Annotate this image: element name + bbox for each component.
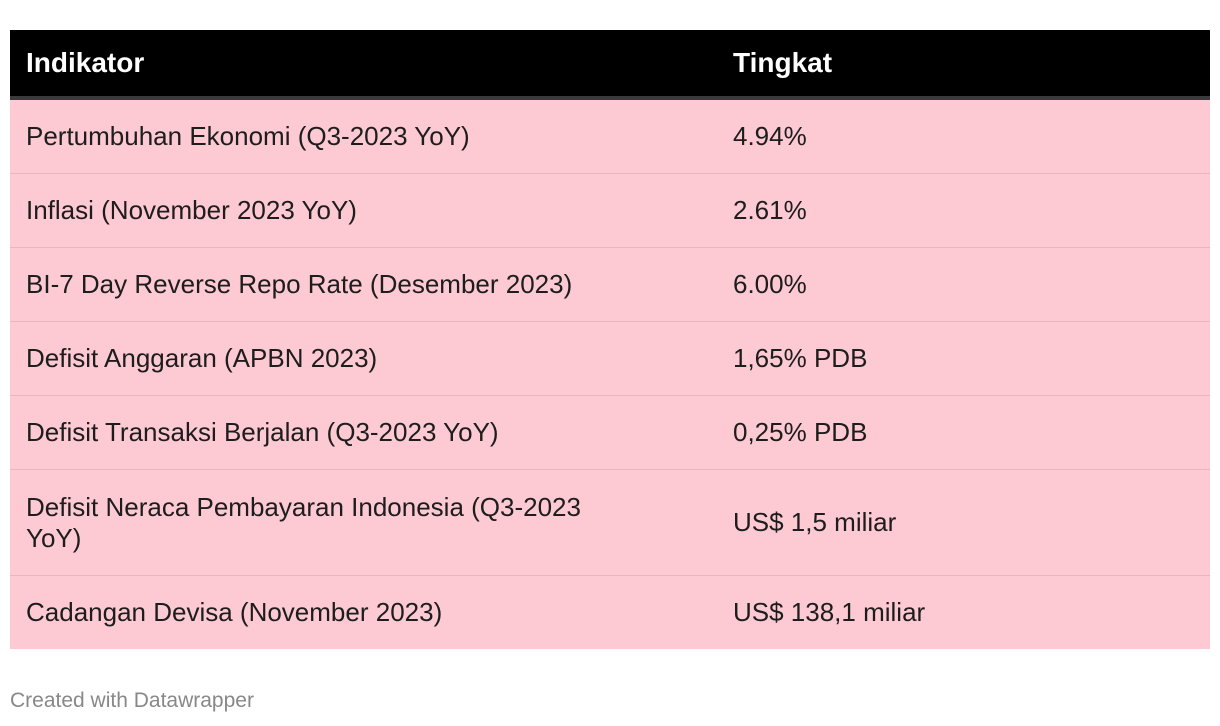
cell-indikator: Cadangan Devisa (November 2023) (26, 597, 443, 627)
datawrapper-credit: Created with Datawrapper (10, 689, 254, 712)
cell-indikator: Defisit Transaksi Berjalan (Q3-2023 YoY) (26, 417, 499, 447)
data-table: Indikator Tingkat Pertumbuhan Ekonomi (Q… (10, 30, 1210, 649)
cell-tingkat: 0,25% PDB (733, 417, 868, 447)
table-row: Cadangan Devisa (November 2023) US$ 138,… (10, 575, 1210, 649)
cell-tingkat: 4.94% (733, 121, 807, 151)
cell-indikator: Inflasi (November 2023 YoY) (26, 195, 357, 225)
cell-indikator: BI-7 Day Reverse Repo Rate (Desember 202… (26, 269, 573, 299)
cell-indikator: Defisit Neraca Pembayaran Indonesia (Q3-… (26, 491, 581, 553)
header-row: Indikator Tingkat (10, 30, 1210, 98)
table-row: Inflasi (November 2023 YoY) 2.61% (10, 173, 1210, 248)
data-table-container: Indikator Tingkat Pertumbuhan Ekonomi (Q… (10, 30, 1210, 649)
table-row: Defisit Anggaran (APBN 2023) 1,65% PDB (10, 321, 1210, 396)
cell-tingkat: 2.61% (733, 195, 807, 225)
cell-tingkat: 1,65% PDB (733, 343, 868, 373)
cell-tingkat: 6.00% (733, 269, 807, 299)
cell-indikator: Defisit Anggaran (APBN 2023) (26, 343, 378, 373)
table-row: Pertumbuhan Ekonomi (Q3-2023 YoY) 4.94% (10, 98, 1210, 174)
cell-tingkat: US$ 1,5 miliar (733, 507, 897, 537)
cell-tingkat: US$ 138,1 miliar (733, 597, 926, 627)
column-header-tingkat: Tingkat (733, 47, 833, 78)
table-header: Indikator Tingkat (10, 30, 1210, 98)
cell-indikator: Pertumbuhan Ekonomi (Q3-2023 YoY) (26, 121, 470, 151)
table-row: Defisit Transaksi Berjalan (Q3-2023 YoY)… (10, 395, 1210, 470)
table-body: Pertumbuhan Ekonomi (Q3-2023 YoY) 4.94% … (10, 98, 1210, 649)
column-header-indikator: Indikator (26, 47, 145, 78)
table-row: Defisit Neraca Pembayaran Indonesia (Q3-… (10, 469, 1210, 576)
table-row: BI-7 Day Reverse Repo Rate (Desember 202… (10, 247, 1210, 322)
